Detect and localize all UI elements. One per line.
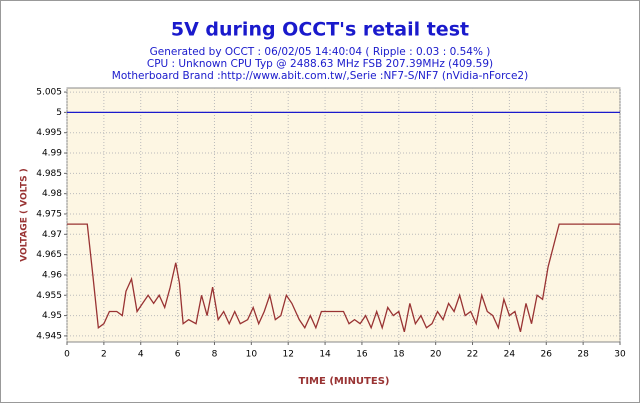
y-tick-label: 4.95 [42, 311, 62, 321]
x-tick-label: 18 [393, 350, 405, 360]
x-tick-label: 12 [282, 350, 293, 360]
x-tick-label: 28 [577, 350, 589, 360]
y-tick-label: 4.995 [36, 128, 62, 138]
subtitle: Generated by OCCT : 06/02/05 14:40:04 ( … [150, 46, 491, 58]
y-tick-label: 4.99 [42, 149, 62, 159]
chart-title: 5V during OCCT's retail test [171, 19, 469, 41]
y-tick-label: 4.985 [36, 169, 62, 179]
x-axis-label: TIME (MINUTES) [299, 376, 390, 387]
y-tick-label: 4.975 [36, 209, 62, 219]
y-axis-label: VOLTAGE ( VOLTS ) [20, 168, 30, 262]
x-tick-label: 2 [101, 350, 107, 360]
x-tick-label: 8 [212, 350, 218, 360]
x-tick-label: 22 [467, 350, 478, 360]
x-tick-label: 16 [356, 350, 368, 360]
y-tick-label: 5.005 [36, 88, 62, 98]
y-tick-label: 4.96 [42, 270, 62, 280]
x-tick-label: 20 [430, 350, 442, 360]
data-line [67, 223, 620, 333]
y-tick-label: 4.98 [42, 189, 62, 199]
x-tick-label: 14 [319, 350, 331, 360]
x-tick-label: 24 [504, 350, 516, 360]
x-tick-label: 30 [614, 350, 626, 360]
x-tick-label: 4 [138, 350, 144, 360]
y-tick-label: 5 [56, 108, 62, 118]
x-tick-label: 26 [541, 350, 553, 360]
x-tick-label: 0 [64, 350, 70, 360]
subtitle: CPU : Unknown CPU Typ @ 2488.63 MHz FSB … [147, 58, 493, 70]
plot-area [66, 87, 621, 343]
subtitle: Motherboard Brand :http://www.abit.com.t… [112, 70, 528, 82]
y-tick-label: 4.97 [42, 230, 62, 240]
x-tick-label: 10 [246, 350, 258, 360]
y-tick-label: 4.965 [36, 250, 62, 260]
x-tick-label: 6 [175, 350, 181, 360]
y-tick-label: 4.955 [36, 291, 62, 301]
y-tick-label: 4.945 [36, 331, 62, 341]
